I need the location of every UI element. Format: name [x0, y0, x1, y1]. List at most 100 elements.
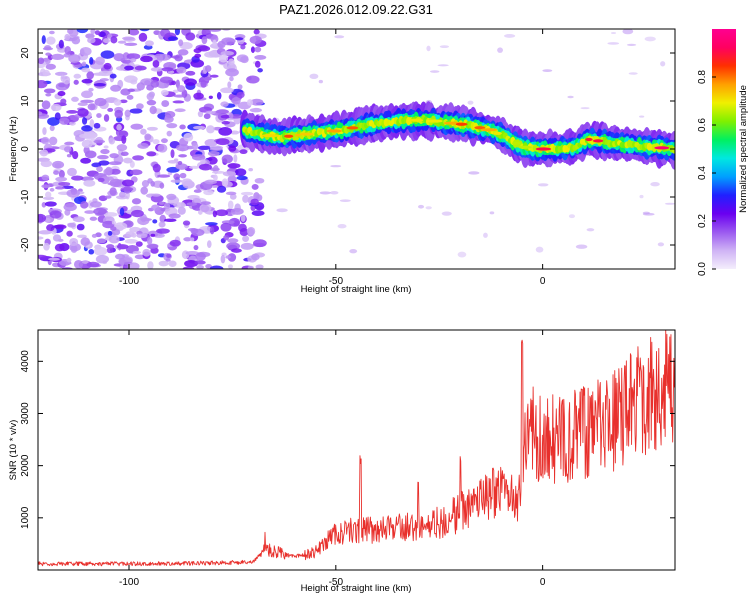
- spectrogram-noise-blob: [55, 82, 69, 91]
- spectrogram-noise-blob: [537, 183, 549, 187]
- spectrogram-noise-blob: [58, 169, 65, 179]
- spectrogram-noise-blob: [154, 53, 163, 59]
- spectrogram-noise-blob: [221, 120, 231, 125]
- spectrogram-noise-blob: [610, 31, 617, 35]
- spectrogram-noise-blob: [200, 201, 211, 205]
- spectrogram-noise-blob: [55, 176, 68, 182]
- spectrogram-noise-blob: [71, 96, 79, 102]
- spectrogram-noise-blob: [38, 230, 52, 235]
- spectrogram-noise-blob: [639, 194, 644, 199]
- spectrogram-noise-blob: [127, 88, 136, 93]
- spectrogram-noise-blob: [119, 207, 125, 216]
- spectrogram-noise-blob: [68, 29, 79, 37]
- spectrogram-noise-blob: [103, 145, 109, 149]
- spectrogram-peak-blob: [511, 141, 521, 145]
- spectrogram-noise-blob: [64, 141, 75, 146]
- spectrogram-noise-blob: [116, 244, 129, 250]
- snr-y-tick-label: 4000: [20, 350, 31, 373]
- spectrogram-noise-blob: [126, 53, 141, 60]
- spectrogram-noise-blob: [38, 111, 43, 116]
- spectrogram-noise-blob: [239, 149, 248, 155]
- spectrogram-noise-blob: [124, 65, 134, 71]
- spectrogram-noise-blob: [66, 257, 72, 263]
- spectrogram-noise-blob: [168, 213, 181, 219]
- spectrogram-noise-blob: [81, 125, 93, 132]
- spectrogram-noise-blob: [108, 235, 120, 244]
- spectrogram-noise-blob: [164, 218, 177, 223]
- spectrogram-noise-blob: [50, 103, 62, 112]
- spectrogram-noise-blob: [254, 60, 261, 68]
- spectrogram-noise-blob: [205, 264, 212, 269]
- spectrogram-noise-blob: [213, 174, 218, 181]
- spectrogram-noise-blob: [40, 136, 50, 145]
- spectrogram-noise-blob: [626, 43, 637, 46]
- spectrogram-peak-blob: [535, 147, 552, 151]
- spectrogram-peak-blob: [585, 137, 593, 142]
- spectrogram-noise-blob: [170, 149, 175, 159]
- spectrogram-noise-blob: [249, 35, 262, 45]
- spectrogram-noise-blob: [39, 149, 49, 157]
- spectrogram-noise-blob: [199, 203, 212, 213]
- spectrogram-noise-blob: [200, 159, 206, 165]
- spectrogram-peak-blob: [494, 131, 502, 135]
- spectrogram-noise-blob: [86, 261, 100, 268]
- spectrogram-noise-blob: [107, 33, 113, 39]
- spectrogram-noise-blob: [165, 258, 171, 262]
- spectrogram-noise-blob: [41, 202, 47, 208]
- spectrogram-noise-blob: [58, 39, 64, 49]
- spectrogram-noise-blob: [227, 264, 233, 269]
- spectrogram-noise-blob: [60, 98, 67, 105]
- spectrogram-noise-blob: [225, 255, 231, 259]
- spectrogram-noise-blob: [131, 209, 144, 218]
- spectrogram-noise-blob: [100, 148, 110, 155]
- spectrogram-noise-blob: [158, 201, 165, 205]
- spectrogram-noise-blob: [161, 67, 174, 72]
- spectrogram-noise-blob: [207, 150, 220, 157]
- spectrogram-noise-blob: [108, 137, 116, 145]
- spectrogram-noise-blob: [250, 198, 259, 206]
- spectrogram-noise-blob: [103, 114, 110, 122]
- spectrogram-noise-blob: [216, 185, 227, 193]
- spectrogram-noise-blob: [66, 110, 78, 114]
- spectrogram-noise-blob: [251, 210, 265, 217]
- spectrogram-noise-blob: [657, 242, 665, 247]
- spectrogram-noise-blob: [197, 110, 204, 118]
- spectrogram-noise-blob: [231, 248, 242, 253]
- spectrogram-y-tick-label: 20: [20, 47, 31, 59]
- spectrogram-noise-blob: [194, 53, 202, 58]
- spectrogram-noise-blob: [72, 150, 79, 160]
- spectrogram-noise-blob: [140, 186, 149, 195]
- colorbar-tick-label: 0.4: [697, 166, 708, 180]
- spectrogram-noise-blob: [203, 76, 212, 81]
- spectrogram-noise-blob: [109, 153, 119, 159]
- spectrogram-noise-blob: [78, 133, 93, 139]
- spectrogram-peak-blob: [261, 134, 280, 138]
- spectrogram-noise-blob: [339, 199, 351, 203]
- spectrogram-noise-blob: [136, 82, 145, 91]
- spectrogram-noise-blob: [664, 202, 675, 205]
- spectrogram-noise-blob: [166, 123, 178, 129]
- spectrogram-noise-blob: [660, 61, 666, 67]
- spectrogram-noise-blob: [110, 226, 117, 231]
- spectrogram-noise-blob: [253, 29, 260, 35]
- spectrogram-noise-blob: [211, 185, 219, 189]
- spectrogram-noise-blob: [38, 213, 47, 223]
- spectrogram-noise-blob: [42, 47, 54, 51]
- spectrogram-noise-blob: [425, 206, 432, 210]
- spectrogram-noise-blob: [309, 73, 319, 80]
- spectrogram-noise-blob: [172, 100, 185, 104]
- spectrogram-noise-blob: [650, 182, 660, 187]
- spectrogram-noise-blob: [93, 83, 106, 87]
- spectrogram-noise-blob: [215, 138, 230, 146]
- spectrogram-noise-blob: [103, 62, 112, 70]
- spectrogram-x-ticks: -100 -50 0: [119, 29, 546, 287]
- spectrogram-noise-blob: [248, 167, 254, 172]
- spectrogram-x-label: Height of straight line (km): [301, 284, 412, 295]
- spectrogram-noise-blob: [182, 220, 191, 226]
- spectrogram-noise-blob: [128, 29, 140, 36]
- spectrogram-marks: [38, 29, 675, 269]
- spectrogram-noise-blob: [150, 67, 164, 72]
- spectrogram-noise-blob: [107, 181, 120, 186]
- spectrogram-y-tick-label: 10: [20, 95, 31, 107]
- spectrogram-noise-blob: [220, 254, 226, 264]
